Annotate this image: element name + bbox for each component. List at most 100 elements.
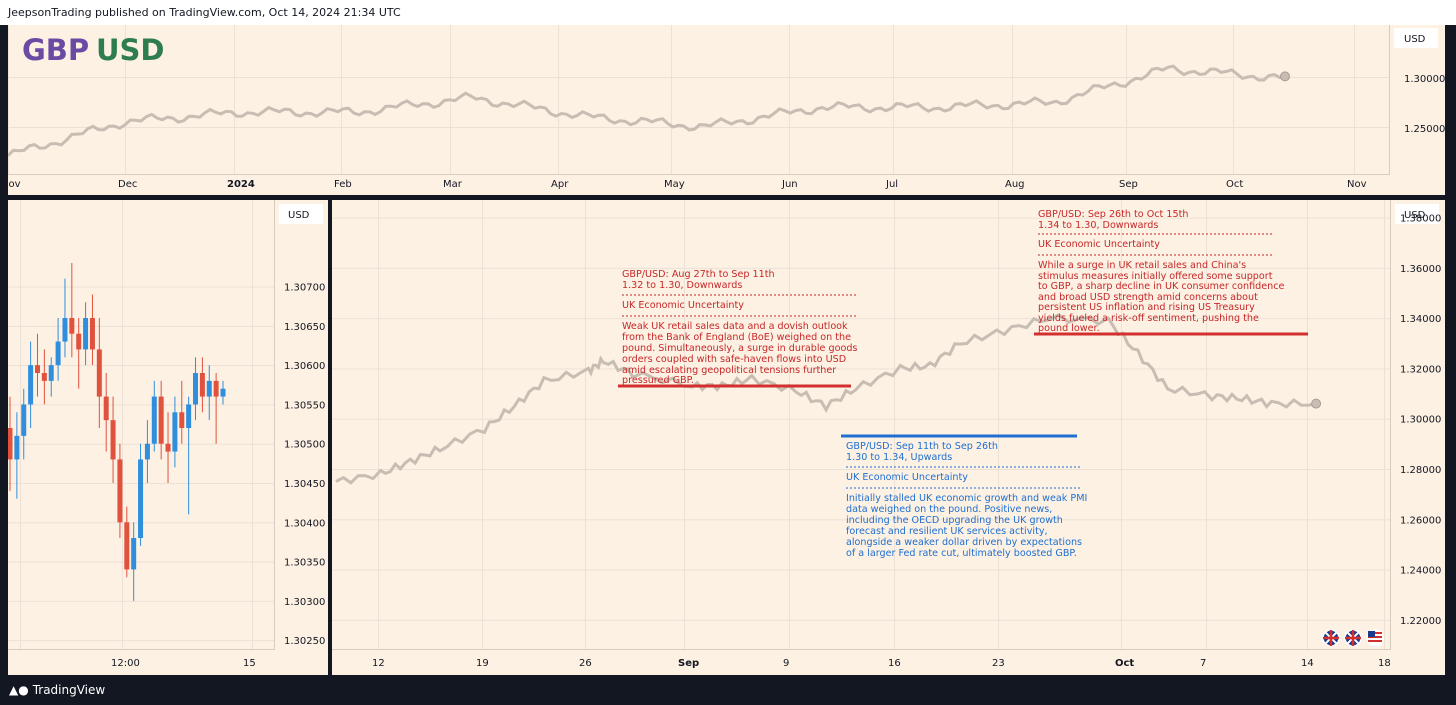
x-tick-label: Jul bbox=[885, 179, 898, 190]
y-tick-label: 1.30000 bbox=[1404, 74, 1445, 85]
candle-body[interactable] bbox=[151, 396, 157, 444]
x-tick-label: Jun bbox=[781, 179, 798, 190]
candle-body[interactable] bbox=[138, 459, 144, 538]
candle-body[interactable] bbox=[48, 365, 54, 381]
y-tick-label: 1.28000 bbox=[1400, 465, 1441, 476]
price-line bbox=[335, 313, 1317, 485]
candle-body[interactable] bbox=[158, 396, 164, 444]
uk-flag-icon[interactable] bbox=[1322, 629, 1340, 647]
currency-badge[interactable] bbox=[1394, 28, 1438, 48]
annotation-range: 1.30 to 1.34, Upwards bbox=[846, 452, 952, 463]
candle-body[interactable] bbox=[103, 396, 109, 421]
candle-body[interactable] bbox=[213, 380, 219, 397]
candle-body[interactable] bbox=[41, 373, 47, 381]
x-tick-label: Sep bbox=[1119, 179, 1138, 190]
x-tick-label: May bbox=[664, 179, 685, 190]
candle-body[interactable] bbox=[8, 428, 13, 460]
annotation-body: Weak UK retail sales data and a dovish o… bbox=[622, 321, 848, 332]
y-tick-label: 1.30250 bbox=[284, 636, 325, 647]
candle-body[interactable] bbox=[117, 459, 123, 523]
candle-body[interactable] bbox=[124, 522, 130, 570]
candle-body[interactable] bbox=[206, 380, 212, 397]
x-tick-label: 12:00 bbox=[111, 658, 140, 669]
candle-body[interactable] bbox=[89, 318, 95, 350]
x-tick-label: Nov bbox=[8, 179, 21, 190]
annotation-body: data weighed on the pound. Positive news… bbox=[846, 504, 1052, 515]
annotation-body: pound lower. bbox=[1038, 323, 1100, 334]
annotation-aug-sep[interactable]: GBP/USD: Aug 27th to Sep 11th 1.32 to 1.… bbox=[618, 269, 857, 388]
candle-body[interactable] bbox=[193, 373, 199, 405]
uk-flag-icon[interactable] bbox=[1344, 629, 1362, 647]
candle-body[interactable] bbox=[110, 420, 116, 460]
x-tick-label: 18 bbox=[1378, 658, 1391, 669]
annotation-body: amid escalating geopolitical tensions fu… bbox=[622, 365, 836, 376]
y-tick-label: 1.30450 bbox=[284, 479, 325, 490]
annotation-body: While a surge in UK retail sales and Chi… bbox=[1038, 260, 1246, 271]
annotation-title: GBP/USD: Aug 27th to Sep 11th bbox=[622, 269, 775, 280]
y-tick-label: 1.34000 bbox=[1400, 314, 1441, 325]
annotation-sep-mid[interactable]: GBP/USD: Sep 11th to Sep 26th 1.30 to 1.… bbox=[841, 434, 1087, 559]
y-tick-label: 1.30600 bbox=[284, 361, 325, 372]
annotation-body: forecast and resilient UK services activ… bbox=[846, 526, 1048, 537]
candle-body[interactable] bbox=[131, 538, 137, 570]
candle-body[interactable] bbox=[14, 435, 20, 460]
candle-body[interactable] bbox=[199, 373, 205, 397]
annotation-title: GBP/USD: Sep 26th to Oct 15th bbox=[1038, 209, 1188, 220]
candle-body[interactable] bbox=[179, 412, 185, 428]
annotation-sep-oct[interactable]: GBP/USD: Sep 26th to Oct 15th 1.34 to 1.… bbox=[1034, 209, 1308, 336]
candle-body[interactable] bbox=[21, 404, 27, 436]
daily-chart[interactable]: GBP/USD: Aug 27th to Sep 11th 1.32 to 1.… bbox=[332, 200, 1445, 675]
annotation-theme: UK Economic Uncertainty bbox=[846, 472, 968, 483]
candle-body[interactable] bbox=[165, 443, 171, 452]
tradingview-brand[interactable]: ▲● TradingView bbox=[9, 683, 105, 697]
candle-body[interactable] bbox=[34, 365, 40, 373]
x-tick-label: 12 bbox=[372, 658, 385, 669]
x-tick-label: Nov bbox=[1347, 179, 1367, 190]
overview-chart[interactable]: GBP USD USD 1.30000 1.25000 Nov Dec 2024 Fe… bbox=[8, 25, 1445, 195]
x-tick-label: 16 bbox=[888, 658, 901, 669]
candle-body[interactable] bbox=[96, 349, 102, 397]
x-tick-label: 19 bbox=[476, 658, 489, 669]
annotation-body: Initially stalled UK economic growth and… bbox=[846, 493, 1087, 504]
last-price-dot bbox=[1280, 71, 1290, 82]
currency-badge[interactable] bbox=[1395, 204, 1439, 224]
y-tick-label: 1.30300 bbox=[284, 597, 325, 608]
daily-chart-svg: GBP/USD: Aug 27th to Sep 11th 1.32 to 1.… bbox=[332, 200, 1441, 669]
candle-body[interactable] bbox=[62, 318, 68, 342]
candle-body[interactable] bbox=[69, 318, 75, 334]
candle-body[interactable] bbox=[186, 404, 192, 428]
currency-label: USD bbox=[288, 210, 310, 221]
us-flag-icon[interactable] bbox=[1366, 629, 1384, 647]
annotation-theme: UK Economic Uncertainty bbox=[622, 300, 744, 311]
x-tick-label: Mar bbox=[443, 179, 463, 190]
tradingview-logo-icon: ▲● bbox=[9, 683, 29, 697]
publish-header: JeepsonTrading published on TradingView.… bbox=[0, 0, 1456, 25]
candle-body[interactable] bbox=[220, 388, 226, 397]
currency-label: USD bbox=[1404, 210, 1426, 221]
y-tick-label: 1.30500 bbox=[284, 440, 325, 451]
candle-body[interactable] bbox=[144, 443, 150, 460]
y-tick-label: 1.38000 bbox=[1400, 214, 1441, 225]
y-tick-label: 1.30350 bbox=[284, 558, 325, 569]
candle-body[interactable] bbox=[55, 341, 61, 366]
x-tick-label: Apr bbox=[551, 179, 569, 190]
candle-body[interactable] bbox=[28, 365, 34, 405]
annotation-body: including the OECD upgrading the UK grow… bbox=[846, 515, 1063, 526]
y-tick-label: 1.30400 bbox=[284, 518, 325, 529]
candle-body[interactable] bbox=[76, 333, 82, 350]
candle-body[interactable] bbox=[172, 412, 178, 452]
y-tick-label: 1.26000 bbox=[1400, 515, 1441, 526]
annotation-body: yields fueled a risk-off sentiment, push… bbox=[1038, 313, 1259, 324]
annotation-body: pressured GBP. bbox=[622, 375, 694, 386]
x-tick-label: 2024 bbox=[227, 179, 255, 190]
annotation-body: to GBP, a sharp decline in UK consumer c… bbox=[1038, 281, 1284, 292]
title-gbp: GBP bbox=[22, 33, 89, 67]
title-usd: USD bbox=[96, 33, 165, 67]
x-tick-label: 15 bbox=[243, 658, 256, 669]
annotation-title: GBP/USD: Sep 11th to Sep 26th bbox=[846, 441, 998, 452]
y-tick-label: 1.30550 bbox=[284, 400, 325, 411]
candle-body[interactable] bbox=[83, 318, 89, 350]
currency-badge[interactable] bbox=[279, 204, 323, 224]
intraday-chart[interactable]: USD 1.30700 1.30650 1.30600 1.30550 1.30500 1… bbox=[8, 200, 328, 675]
brand-label: TradingView bbox=[32, 683, 106, 697]
